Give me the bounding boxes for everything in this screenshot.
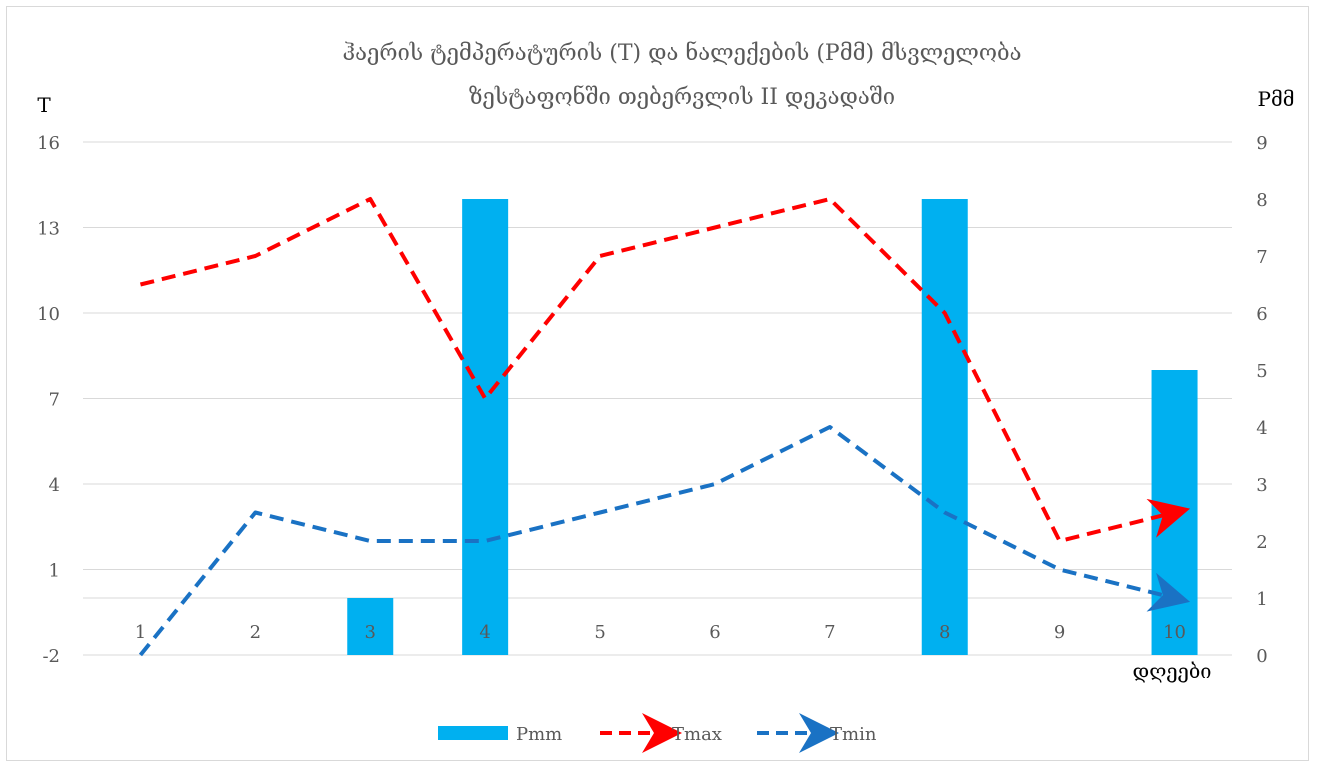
y-right-tick-label: 5 <box>1256 361 1267 382</box>
legend-label-tmax: Tmax <box>672 724 722 745</box>
y-right-tick-label: 1 <box>1256 589 1267 610</box>
line-tmax <box>139 197 1191 543</box>
bar-pmm <box>462 199 509 655</box>
x-tick-label: 3 <box>365 622 376 643</box>
x-tick-label: 10 <box>1163 622 1186 643</box>
y-left-ticks: -2 1 4 7 10 13 16 <box>37 133 60 667</box>
y-left-tick-label: -2 <box>42 646 60 667</box>
x-axis-title: დღეები <box>1133 659 1212 683</box>
y-right-tick-label: 0 <box>1256 646 1267 667</box>
y-left-tick-label: 13 <box>37 219 60 240</box>
x-tick-label: 9 <box>1054 622 1065 643</box>
x-tick-label: 4 <box>479 622 490 643</box>
x-tick-label: 2 <box>250 622 261 643</box>
y-right-tick-label: 8 <box>1256 190 1267 211</box>
y-right-tick-label: 9 <box>1256 133 1267 154</box>
x-tick-label: 6 <box>709 622 720 643</box>
bar-series <box>347 199 1198 655</box>
y-right-tick-label: 3 <box>1256 475 1267 496</box>
y-left-tick-label: 1 <box>49 561 60 582</box>
category-labels: 1 2 3 4 5 6 7 8 9 10 <box>135 622 1186 643</box>
bar-pmm <box>347 598 394 655</box>
chart-title-line1: ჰაერის ტემპერატურის (T) და ნალექების (Pმ… <box>343 40 1022 66</box>
y-right-tick-label: 7 <box>1256 247 1267 268</box>
y-right-axis-title: Pმმ <box>1258 87 1295 111</box>
y-right-ticks: 0 1 2 3 4 5 6 7 8 9 <box>1256 133 1267 667</box>
legend-label-pmm: Pmm <box>516 724 562 745</box>
gridlines <box>83 141 1232 656</box>
x-tick-label: 7 <box>824 622 835 643</box>
x-tick-label: 1 <box>135 622 146 643</box>
y-right-tick-label: 6 <box>1256 304 1267 325</box>
chart-frame <box>6 6 1309 761</box>
y-left-tick-label: 16 <box>37 133 60 154</box>
line-tmin <box>138 425 1191 657</box>
y-left-axis-title: T <box>37 93 51 117</box>
y-left-tick-label: 4 <box>49 475 60 496</box>
legend: Pmm Tmax Tmin <box>438 713 877 753</box>
legend-swatch-pmm <box>438 726 508 740</box>
chart-title-line2: ზესტაფონში თებერვლის II დეკადაში <box>469 84 895 110</box>
y-right-tick-label: 2 <box>1256 532 1267 553</box>
x-tick-label: 5 <box>594 622 605 643</box>
y-right-tick-label: 4 <box>1256 418 1267 439</box>
x-tick-label: 8 <box>939 622 950 643</box>
line-series <box>138 197 1191 657</box>
y-left-tick-label: 10 <box>37 304 60 325</box>
y-left-tick-label: 7 <box>49 390 60 411</box>
legend-label-tmin: Tmin <box>830 724 877 745</box>
bar-pmm <box>921 199 968 655</box>
